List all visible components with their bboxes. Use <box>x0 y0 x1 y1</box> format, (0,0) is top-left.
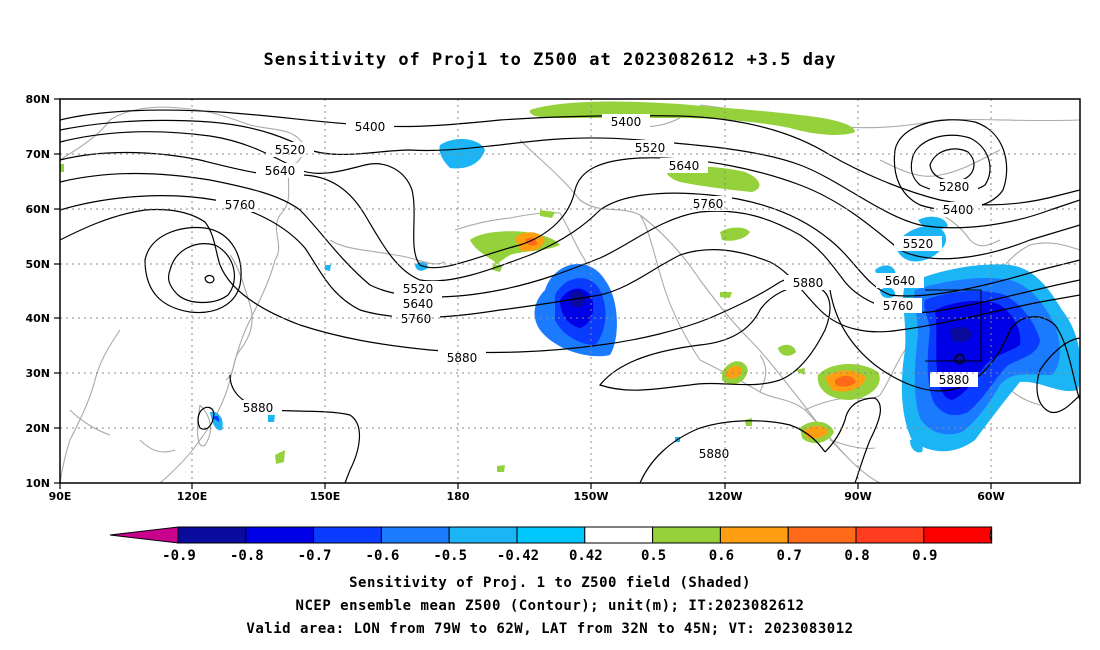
svg-text:5400: 5400 <box>611 115 642 129</box>
colorbar-box <box>516 526 586 544</box>
colorbar-box <box>652 526 721 544</box>
axis-ticks <box>54 98 992 489</box>
colorbar-box <box>448 526 518 544</box>
lat-label: 80N <box>25 93 50 106</box>
colorbar-label: 0.9 <box>912 548 937 564</box>
svg-text:5640: 5640 <box>885 274 916 288</box>
contour-label: 5400 <box>602 114 650 129</box>
svg-text:5520: 5520 <box>903 237 934 251</box>
svg-text:5640: 5640 <box>403 297 434 311</box>
caption-line-1: Sensitivity of Proj. 1 to Z500 field (Sh… <box>349 575 751 591</box>
chart-title: Sensitivity of Proj1 to Z500 at 20230826… <box>263 50 837 70</box>
lat-label: 30N <box>25 367 50 380</box>
colorbar-label: -0.9 <box>162 548 196 564</box>
lon-label: 90E <box>49 490 72 503</box>
colorbar-box <box>923 526 993 544</box>
lat-label: 60N <box>25 203 50 216</box>
contour-label: 5640 <box>876 273 924 288</box>
colorbar-box <box>177 526 247 544</box>
valid-area-box <box>925 289 982 362</box>
contour-label: 5760 <box>684 196 732 211</box>
colorbar-box <box>584 526 654 544</box>
lon-label: 120W <box>707 490 742 503</box>
lon-label: 90W <box>844 490 871 503</box>
svg-text:5280: 5280 <box>939 180 970 194</box>
colorbar-label: -0.42 <box>497 548 539 564</box>
contour-label: 5880 <box>690 446 738 461</box>
contour-label: 5880 <box>234 400 282 415</box>
contour-label: 5640 <box>256 163 304 178</box>
colorbar-box <box>380 526 450 544</box>
colorbar-label: -0.6 <box>366 548 400 564</box>
lon-labels: 90E 120E 150E 180 150W 120W 90W 60W <box>49 490 1005 503</box>
colorbar-box <box>719 526 789 544</box>
svg-text:5880: 5880 <box>939 373 970 387</box>
svg-text:5400: 5400 <box>355 120 386 134</box>
contour-label: 5280 <box>930 179 978 194</box>
contour-label: 5400 <box>934 202 982 217</box>
contour-label: 5400 <box>346 119 394 134</box>
lon-label: 60W <box>977 490 1004 503</box>
colorbar-label: 0.8 <box>844 548 869 564</box>
svg-text:5520: 5520 <box>635 141 666 155</box>
colorbar-label: 0.5 <box>641 548 666 564</box>
contour-label: 5760 <box>216 197 264 212</box>
svg-text:5760: 5760 <box>225 198 256 212</box>
svg-text:5640: 5640 <box>265 164 296 178</box>
lat-labels: 80N 70N 60N 50N 40N 30N 20N 10N <box>25 93 50 490</box>
contour-label: 5640 <box>660 158 708 173</box>
lon-label: 120E <box>177 490 207 503</box>
colorbar-box <box>313 526 382 544</box>
svg-text:5640: 5640 <box>669 159 700 173</box>
graticule <box>60 99 1080 483</box>
plot-frame <box>59 98 1081 484</box>
colorbar-label: 0.42 <box>569 548 603 564</box>
lon-label: 150E <box>310 490 340 503</box>
contour-label: 5520 <box>894 236 942 251</box>
lat-label: 20N <box>25 422 50 435</box>
lat-label: 40N <box>25 312 50 325</box>
contour-label: 5520 <box>394 281 442 296</box>
colorbar-box <box>787 526 857 544</box>
svg-text:5520: 5520 <box>275 143 306 157</box>
svg-text:5880: 5880 <box>793 276 824 290</box>
lon-label: 150W <box>573 490 608 503</box>
caption-line-3: Valid area: LON from 79W to 62W, LAT fro… <box>246 621 854 637</box>
colorbar: -0.9 -0.8 -0.7 -0.6 -0.5 -0.42 0.42 0.5 0.6 0.7 0.… <box>109 526 993 564</box>
colorbar-label: 0.7 <box>777 548 802 564</box>
svg-text:5880: 5880 <box>243 401 274 415</box>
lat-label: 10N <box>25 477 50 490</box>
colorbar-box <box>855 526 925 544</box>
contour-labels: 5400 5400 5520 5520 5640 5640 5760 5760 … <box>216 114 982 461</box>
svg-text:5880: 5880 <box>699 447 730 461</box>
contour-label: 5880 <box>784 275 832 290</box>
map-plot-area: 5400 5400 5520 5520 5640 5640 5760 5760 … <box>60 99 1080 483</box>
contour-label: 5880 <box>438 350 486 365</box>
lat-label: 70N <box>25 148 50 161</box>
colorbar-label: -0.5 <box>433 548 467 564</box>
contour-label: 5760 <box>874 298 922 313</box>
svg-text:5760: 5760 <box>401 312 432 326</box>
colorbar-triangle-high <box>989 526 993 544</box>
lat-label: 50N <box>25 258 50 271</box>
svg-text:5520: 5520 <box>403 282 434 296</box>
svg-text:5880: 5880 <box>447 351 478 365</box>
contour-label: 5640 <box>394 296 442 311</box>
svg-text:5760: 5760 <box>693 197 724 211</box>
contour-label: 5520 <box>626 140 674 155</box>
colorbar-label: -0.8 <box>230 548 264 564</box>
svg-text:5760: 5760 <box>883 299 914 313</box>
caption-line-2: NCEP ensemble mean Z500 (Contour); unit(… <box>295 598 805 614</box>
contour-label: 5520 <box>266 142 314 157</box>
colorbar-label: -0.7 <box>298 548 332 564</box>
colorbar-box <box>245 526 315 544</box>
contour-label: 5880 <box>930 372 978 387</box>
lon-label: 180 <box>447 490 470 503</box>
svg-text:5400: 5400 <box>943 203 974 217</box>
colorbar-triangle-low <box>109 526 179 544</box>
colorbar-label: 0.6 <box>709 548 734 564</box>
z500-contours <box>60 109 1080 483</box>
